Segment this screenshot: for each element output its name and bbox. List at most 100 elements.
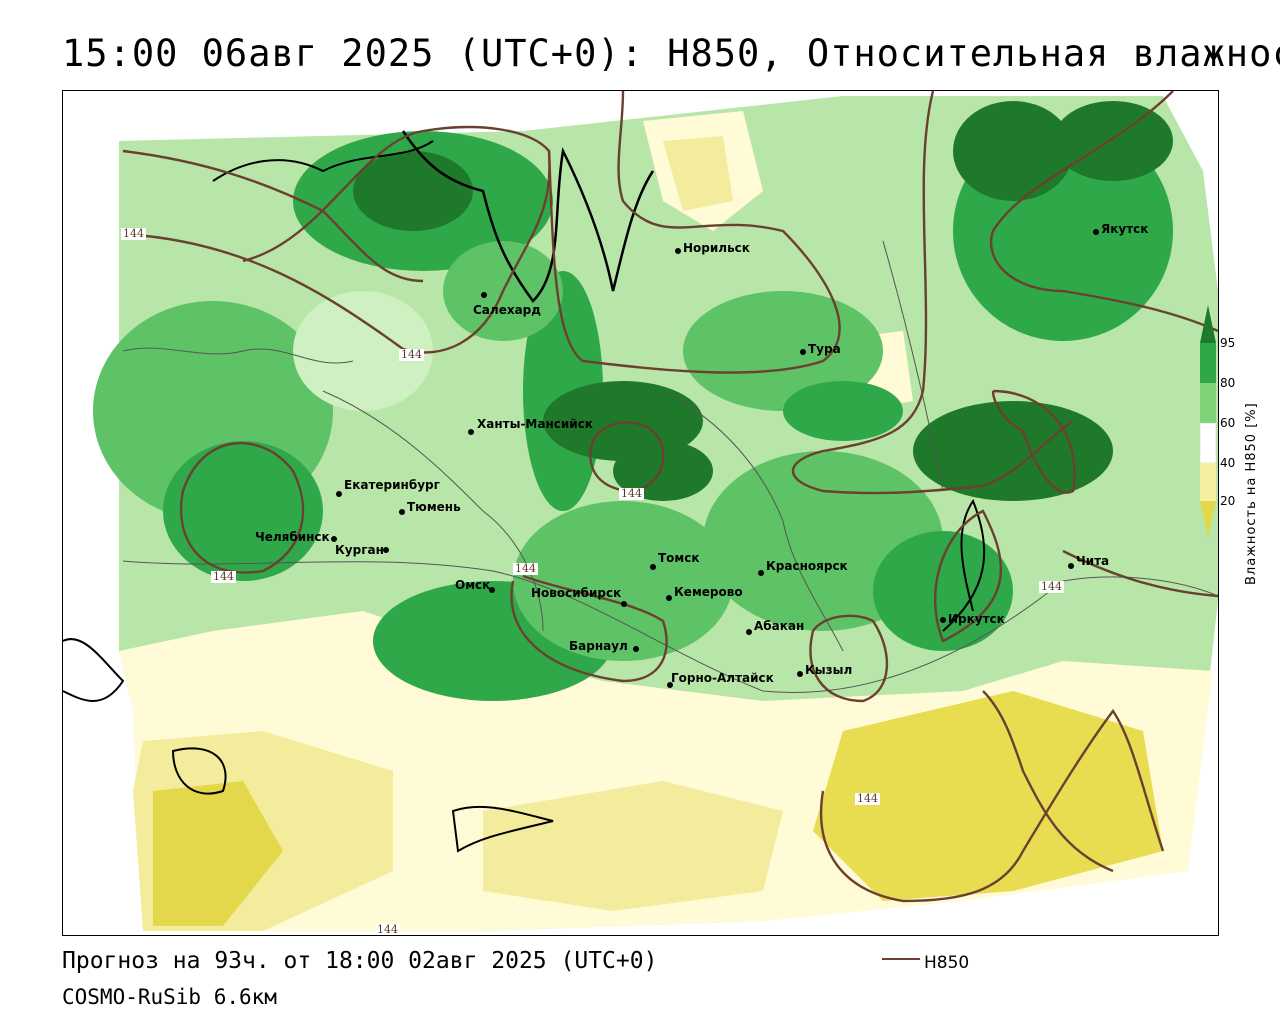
city-label: Екатеринбург: [344, 478, 440, 492]
colorbar-tick: 20: [1220, 494, 1236, 508]
moist-zone: [1053, 101, 1173, 181]
city-dot: [940, 617, 946, 623]
moist-zone: [353, 151, 473, 231]
h850-contour: [1062, 549, 1218, 598]
coastline: [942, 498, 986, 632]
city-dot: [800, 349, 806, 355]
coastline: [212, 140, 434, 182]
city-marker[interactable]: Салехард: [473, 292, 549, 317]
city-dot: [746, 629, 752, 635]
very-dry-zone: [153, 781, 283, 926]
city-label: Курган: [335, 543, 384, 557]
moist-zone: [613, 441, 713, 501]
city-marker[interactable]: Кемерово: [666, 585, 743, 601]
city-marker[interactable]: Курган: [335, 543, 389, 557]
coastline: [401, 130, 655, 303]
colorbar-tick: 80: [1220, 376, 1236, 390]
city-marker[interactable]: Тюмень: [399, 500, 461, 515]
city-label: Норильск: [683, 241, 750, 255]
city-marker[interactable]: Омск: [455, 578, 495, 593]
admin-border: [322, 390, 544, 632]
colorbar-band: [1200, 463, 1216, 501]
contour-label: 144: [513, 562, 538, 575]
city-marker[interactable]: Красноярск: [758, 559, 848, 576]
city-dot: [758, 570, 764, 576]
city-label: Томск: [658, 551, 700, 565]
city-marker[interactable]: Иркутск: [940, 612, 1005, 626]
city-dot: [797, 671, 803, 677]
city-label: Якутск: [1101, 222, 1149, 236]
city-label: Тюмень: [407, 500, 461, 514]
contour-label: 144: [375, 923, 400, 936]
city-label: Кызыл: [805, 663, 853, 677]
h850-contour: [510, 574, 668, 683]
moist-zone: [913, 401, 1113, 501]
city-marker[interactable]: Екатеринбург: [336, 478, 440, 497]
contour-legend-line: [882, 958, 920, 960]
colorbar-band: [1200, 422, 1216, 464]
city-label: Барнаул: [569, 639, 628, 653]
city-label: Красноярск: [766, 559, 848, 573]
colorbar-tick: 60: [1220, 416, 1236, 430]
admin-border: [122, 347, 354, 364]
city-dot: [675, 248, 681, 254]
city-marker[interactable]: Норильск: [675, 241, 750, 255]
h850-contour: [122, 125, 551, 354]
city-marker[interactable]: Челябинск: [255, 530, 337, 544]
h850-contour: [589, 421, 665, 493]
moist-zone: [513, 501, 733, 661]
city-dot: [650, 564, 656, 570]
h850-contour: [819, 708, 1165, 903]
city-dot: [489, 587, 495, 593]
colorbar-bottom-arrow: [1200, 501, 1216, 537]
city-marker[interactable]: Кызыл: [797, 663, 852, 677]
map-title: 15:00 06авг 2025 (UTC+0): H850, Относите…: [62, 32, 1280, 75]
city-dot: [667, 682, 673, 688]
coastline: [451, 805, 554, 853]
city-marker[interactable]: Томск: [650, 551, 700, 570]
moist-zone: [683, 291, 883, 411]
city-marker[interactable]: Якутск: [1093, 222, 1148, 236]
colorbar-title: Влажность на H850 [%]: [1244, 402, 1259, 585]
moist-zone: [953, 101, 1073, 201]
dry-north-patch: [663, 136, 733, 211]
city-dot: [1093, 229, 1099, 235]
h850-contour: [991, 389, 1076, 494]
forecast-info: Прогноз на 93ч. от 18:00 02авг 2025 (UTC…: [62, 948, 658, 974]
city-marker[interactable]: Ханты-Мансийск: [468, 417, 593, 435]
city-label: Иркутск: [948, 612, 1005, 626]
city-label: Чита: [1076, 554, 1110, 568]
city-dot: [666, 595, 672, 601]
moist-zone: [873, 531, 1013, 651]
humidity-field: [63, 91, 1218, 931]
city-marker[interactable]: Тура: [800, 342, 841, 356]
city-dot: [336, 491, 342, 497]
h850-contour: [982, 690, 1114, 873]
city-dot: [621, 601, 627, 607]
contour-label: 144: [855, 792, 880, 805]
colorbar-tick: 40: [1220, 456, 1236, 470]
humidity-colorbar: [1200, 305, 1216, 537]
h850-contour: [547, 91, 841, 374]
admin-border: [662, 390, 844, 652]
city-marker[interactable]: Горно-Алтайск: [667, 671, 774, 688]
city-marker[interactable]: Барнаул: [569, 639, 639, 653]
coastline: [63, 638, 125, 702]
contour-label: 144: [121, 227, 146, 240]
moist-zone: [783, 381, 903, 441]
map-area[interactable]: 144 144 144 144 144 144 144 144 Норильск…: [62, 90, 1219, 936]
admin-border: [882, 240, 944, 492]
city-label: Новосибирск: [531, 586, 622, 600]
city-marker[interactable]: Новосибирск: [531, 586, 627, 607]
h850-contour: [809, 614, 889, 703]
city-dot: [399, 509, 405, 515]
city-dot: [633, 646, 639, 652]
city-label: Ханты-Мансийск: [477, 417, 593, 431]
h850-contour: [990, 91, 1218, 333]
city-marker[interactable]: Чита: [1068, 554, 1110, 569]
colorbar-top-arrow: [1200, 305, 1216, 343]
city-label: Кемерово: [674, 585, 743, 599]
colorbar-tick: 95: [1220, 336, 1236, 350]
city-marker[interactable]: Абакан: [746, 619, 804, 635]
contour-label: 144: [619, 487, 644, 500]
